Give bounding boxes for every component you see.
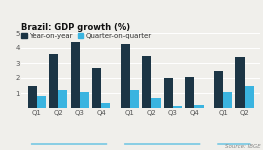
- Bar: [37, 96, 46, 108]
- Text: Brazil: GDP growth (%): Brazil: GDP growth (%): [21, 23, 130, 32]
- Bar: [235, 57, 245, 108]
- Bar: [151, 98, 161, 108]
- Bar: [80, 92, 89, 108]
- Bar: [28, 85, 37, 108]
- Bar: [185, 76, 194, 108]
- Bar: [92, 68, 101, 108]
- Legend: Year-on-year, Quarter-on-quarter: Year-on-year, Quarter-on-quarter: [21, 33, 151, 39]
- Bar: [214, 70, 223, 108]
- Bar: [101, 103, 110, 108]
- Bar: [142, 56, 151, 108]
- Bar: [173, 106, 182, 108]
- Bar: [164, 78, 173, 108]
- Bar: [223, 92, 232, 108]
- Bar: [130, 90, 139, 108]
- Bar: [58, 90, 68, 108]
- Bar: [71, 42, 80, 108]
- Bar: [121, 44, 130, 108]
- Text: Source: IBGE: Source: IBGE: [225, 144, 260, 148]
- Bar: [245, 85, 254, 108]
- Bar: [49, 54, 58, 108]
- Bar: [194, 105, 204, 108]
